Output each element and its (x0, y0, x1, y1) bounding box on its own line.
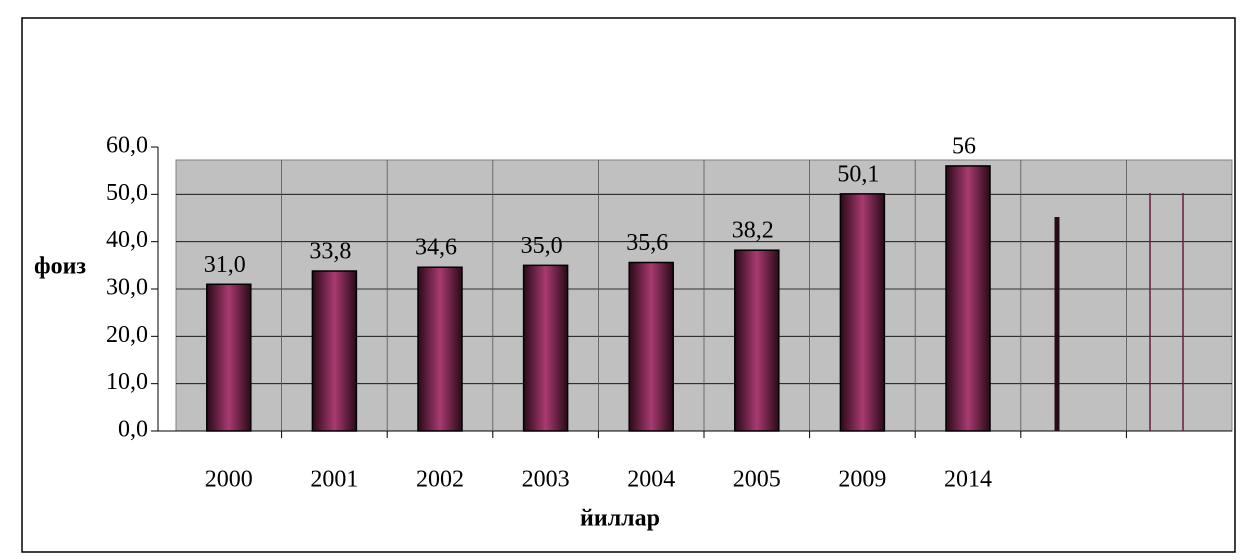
plot-layer: 0,0 10,0 20,0 30,0 40,0 50,0 60,0 2000 31,0 2001 3… (106, 133, 1232, 493)
x-tick-label: 2004 (627, 467, 675, 493)
bar (206, 283, 252, 432)
value-label: 50,1 (837, 161, 879, 187)
bar (839, 193, 886, 432)
bar (417, 266, 463, 432)
value-label: 33,8 (309, 239, 351, 265)
x-tick-label: 2000 (205, 467, 253, 493)
x-tick-label: 2005 (733, 467, 781, 493)
y-tick-label: 20,0 (106, 322, 148, 348)
x-tick-label: 2014 (944, 467, 992, 493)
y-tick-label: 60,0 (106, 133, 148, 159)
bar (522, 264, 569, 432)
bar (311, 270, 358, 432)
value-label: 34,6 (415, 235, 457, 261)
bar (628, 261, 674, 432)
y-tick-label: 30,0 (106, 275, 148, 301)
value-label: 38,2 (732, 218, 774, 244)
value-label: 31,0 (204, 252, 246, 278)
y-tick-label: 50,0 (106, 180, 148, 206)
bar (734, 249, 780, 432)
x-tick-label: 2009 (838, 467, 886, 493)
y-tick-label: 0,0 (118, 417, 148, 443)
value-label: 35,0 (521, 233, 563, 259)
chart-frame (21, 17, 1236, 553)
x-tick-label: 2002 (416, 467, 464, 493)
value-label: 35,6 (626, 230, 668, 256)
y-tick-label: 40,0 (106, 227, 148, 253)
y-tick-label: 10,0 (106, 369, 148, 395)
x-tick-label: 2003 (522, 467, 570, 493)
y-axis-title: фоиз (34, 254, 86, 280)
value-label: 56 (952, 133, 976, 159)
bar (945, 165, 991, 432)
x-tick-label: 2001 (310, 467, 358, 493)
x-axis-title: йиллар (580, 506, 660, 532)
